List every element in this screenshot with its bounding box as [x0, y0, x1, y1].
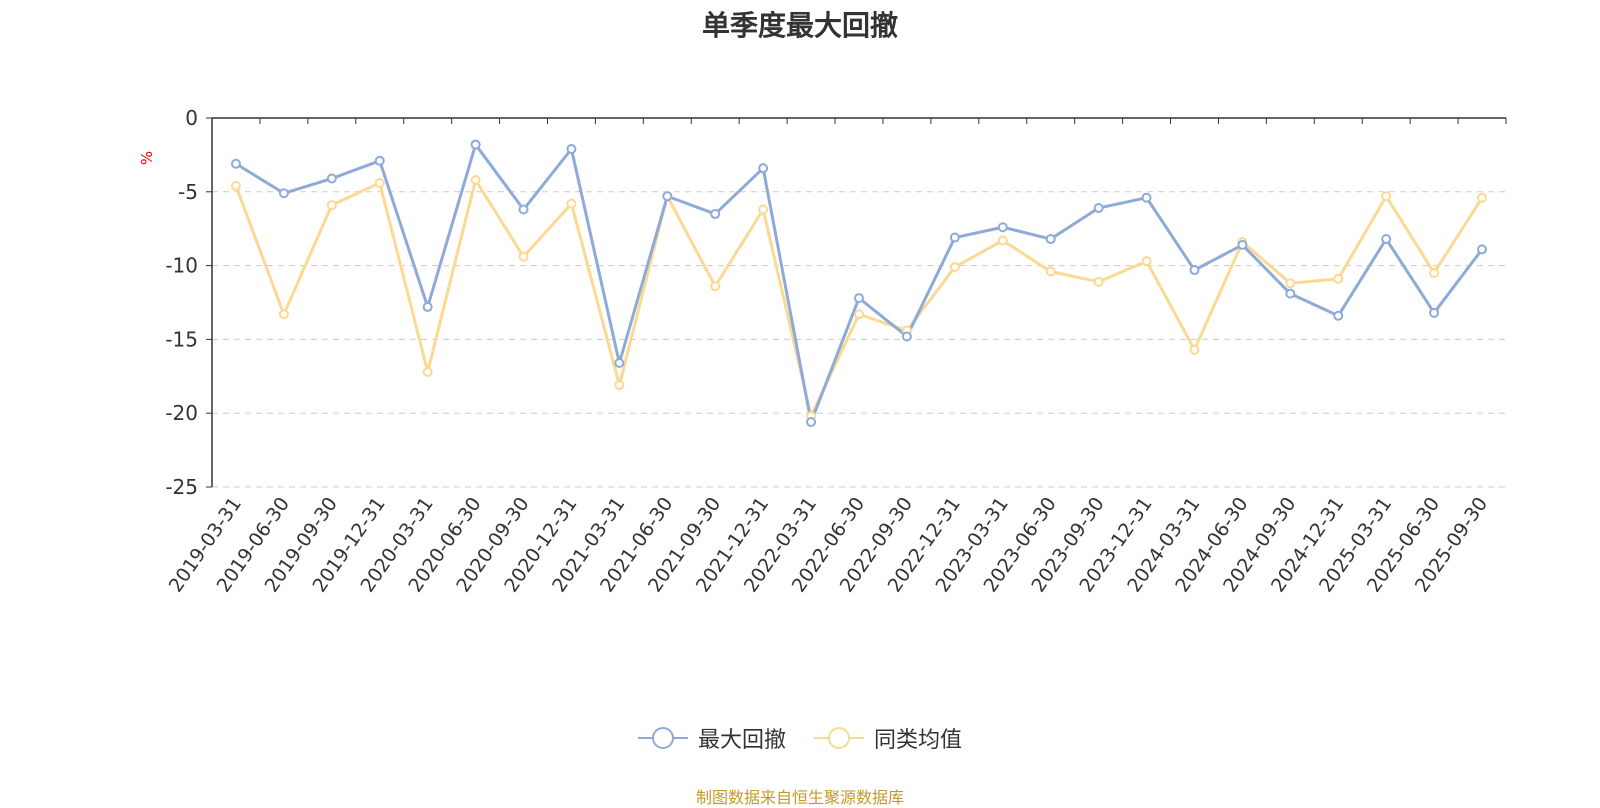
data-points: [230, 139, 1488, 428]
data-point[interactable]: [230, 180, 241, 191]
y-tick-label: -20: [165, 401, 198, 425]
data-point[interactable]: [1093, 203, 1104, 214]
data-point[interactable]: [326, 173, 337, 184]
data-point[interactable]: [949, 262, 960, 273]
data-point[interactable]: [470, 139, 481, 150]
y-tick-label: 0: [185, 106, 198, 130]
data-point[interactable]: [710, 281, 721, 292]
legend-label-peer-average: 同类均值: [874, 728, 963, 753]
data-point[interactable]: [566, 143, 577, 154]
y-axis-unit: %: [138, 151, 156, 165]
data-point[interactable]: [470, 174, 481, 185]
data-point[interactable]: [278, 309, 289, 320]
data-point[interactable]: [1429, 267, 1440, 278]
data-point[interactable]: [374, 155, 385, 166]
data-point[interactable]: [758, 163, 769, 174]
legend-item-max-drawdown[interactable]: 最大回撤: [637, 722, 786, 754]
data-point[interactable]: [1477, 244, 1488, 255]
data-point[interactable]: [997, 235, 1008, 246]
data-point[interactable]: [710, 208, 721, 219]
data-point[interactable]: [758, 204, 769, 215]
data-point[interactable]: [614, 358, 625, 369]
axes: 0-5-10-15-20-252019-03-312019-06-302019-…: [138, 106, 1507, 596]
data-point[interactable]: [614, 380, 625, 391]
chart-title: 单季度最大回撤: [701, 9, 898, 42]
y-tick-label: -10: [165, 254, 198, 278]
data-point[interactable]: [230, 158, 241, 169]
legend-symbol-max-drawdown: [637, 727, 688, 749]
data-point[interactable]: [422, 301, 433, 312]
legend-symbol-peer-average: [814, 727, 864, 749]
grid-lines: [212, 191, 1506, 488]
data-point[interactable]: [1237, 239, 1248, 250]
data-point[interactable]: [374, 177, 385, 188]
data-point[interactable]: [662, 191, 673, 202]
data-point[interactable]: [901, 331, 912, 342]
data-point[interactable]: [1381, 191, 1392, 202]
data-point[interactable]: [1189, 344, 1200, 355]
data-point[interactable]: [1333, 273, 1344, 284]
data-point[interactable]: [1285, 278, 1296, 289]
data-point[interactable]: [997, 222, 1008, 233]
data-point[interactable]: [1141, 256, 1152, 267]
data-point[interactable]: [1477, 192, 1488, 203]
data-source-note: 制图数据来自恒生聚源数据库: [695, 788, 904, 807]
data-point[interactable]: [1285, 288, 1296, 299]
legend-item-peer-average[interactable]: 同类均值: [814, 722, 962, 754]
legend-label-max-drawdown: 最大回撤: [697, 728, 786, 753]
data-point[interactable]: [422, 366, 433, 377]
data-point[interactable]: [949, 232, 960, 243]
data-point[interactable]: [518, 204, 529, 215]
data-point[interactable]: [1045, 234, 1056, 245]
data-point[interactable]: [1045, 266, 1056, 277]
data-point[interactable]: [854, 309, 864, 320]
y-tick-label: -15: [165, 327, 198, 351]
line-chart: 0-5-10-15-20-252019-03-312019-06-302019-…: [138, 106, 1507, 596]
data-point[interactable]: [326, 200, 337, 211]
data-point[interactable]: [1381, 234, 1392, 245]
legend: 最大回撤 同类均值: [0, 722, 1600, 754]
data-point[interactable]: [518, 251, 529, 262]
data-point[interactable]: [1429, 307, 1440, 318]
data-point[interactable]: [278, 188, 289, 199]
data-point[interactable]: [854, 293, 864, 304]
data-point[interactable]: [566, 198, 577, 209]
data-point[interactable]: [806, 417, 817, 428]
data-point[interactable]: [1189, 265, 1200, 276]
y-tick-label: -25: [165, 475, 198, 499]
data-point[interactable]: [1141, 192, 1152, 203]
data-point[interactable]: [1333, 310, 1344, 321]
y-tick-label: -5: [178, 180, 198, 204]
data-point[interactable]: [1093, 276, 1104, 287]
